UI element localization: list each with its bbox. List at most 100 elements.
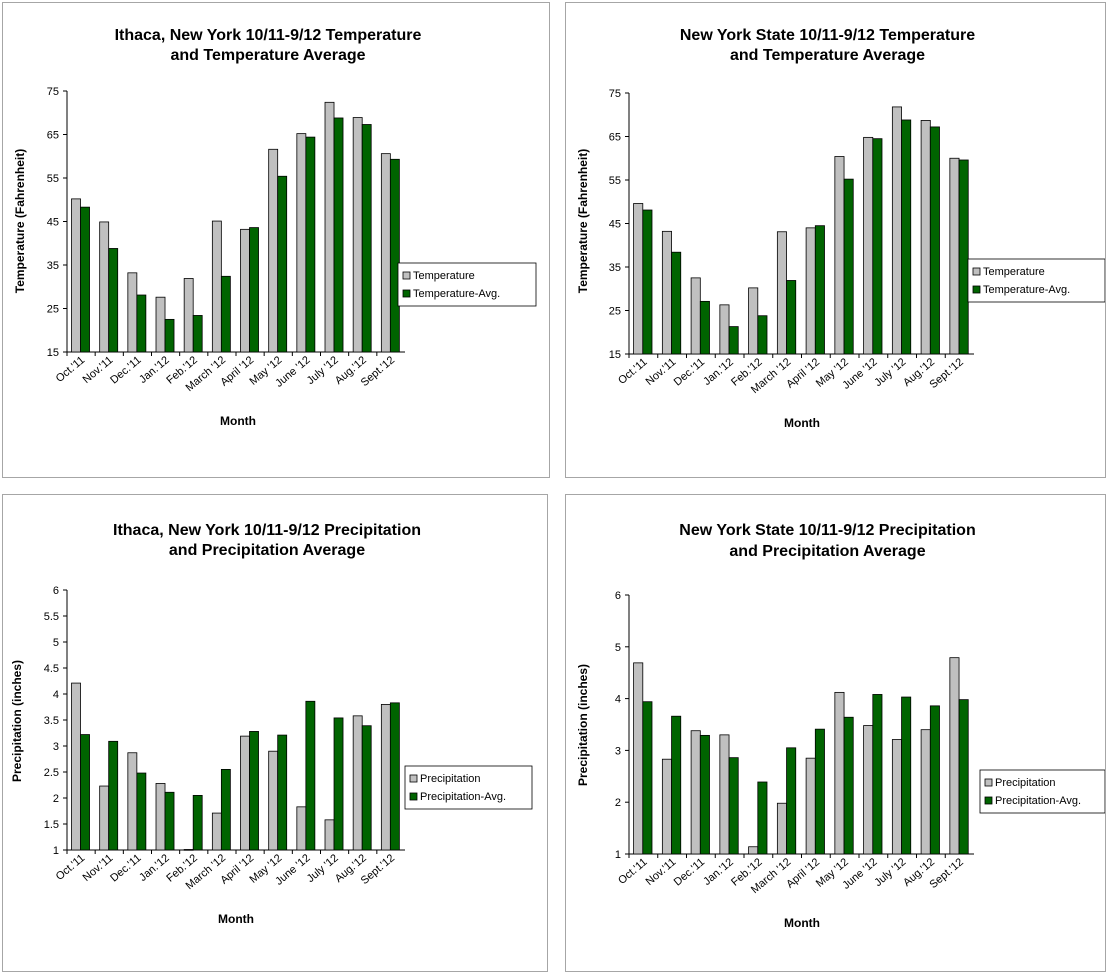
- bar-value: [268, 148, 279, 353]
- bar-value: [324, 819, 335, 851]
- y-tick-label: 65: [47, 130, 59, 142]
- legend: Temperature Temperature-Avg.: [397, 262, 537, 307]
- bar-average: [164, 318, 175, 353]
- legend-label: Precipitation-Avg.: [995, 795, 1081, 807]
- bar-value: [240, 735, 250, 851]
- bar-value: [719, 734, 730, 855]
- bar-average: [728, 326, 739, 355]
- bar-average: [671, 715, 682, 855]
- bar-average: [901, 696, 912, 855]
- legend-swatch: [402, 289, 411, 298]
- chart-title-line-2: and Temperature Average: [170, 47, 365, 64]
- bar-average: [220, 275, 231, 353]
- bar-average: [872, 694, 883, 855]
- bar-average: [929, 126, 940, 355]
- bar-average: [277, 175, 288, 353]
- legend-label: Temperature-Avg.: [983, 284, 1070, 296]
- bar-average: [929, 705, 940, 855]
- x-axis-label: Month: [218, 912, 254, 926]
- nys-temperature-chart: New York State 10/11-9/12 Temperature and…: [565, 2, 1106, 478]
- y-tick-label: 2: [615, 797, 621, 809]
- bar-average: [361, 124, 372, 353]
- chart-title-line-2: and Precipitation Average: [729, 543, 925, 560]
- bar-average: [108, 248, 119, 353]
- x-axis-label: Month: [784, 916, 820, 930]
- bar-value: [352, 117, 363, 353]
- legend-swatch: [409, 792, 418, 801]
- ithaca-precipitation-chart: Ithaca, New York 10/11-9/12 Precipitatio…: [2, 494, 548, 972]
- x-tick-label: Dec.'11: [108, 354, 143, 386]
- chart-svg: New York State 10/11-9/12 Precipitation a…: [576, 522, 1105, 930]
- bar-average: [220, 768, 231, 851]
- legend-label: Temperature: [413, 270, 475, 282]
- y-tick-label: 1: [53, 845, 59, 857]
- bar-value: [690, 730, 701, 855]
- bar-value: [183, 849, 194, 851]
- bar-average: [786, 747, 797, 855]
- bar-average: [786, 280, 797, 355]
- bar-value: [268, 750, 279, 851]
- bar-average: [333, 117, 344, 353]
- y-tick-label: 5.5: [44, 611, 59, 623]
- chart-title-line-1: Ithaca, New York 10/11-9/12 Precipitatio…: [113, 522, 421, 539]
- x-tick-label: Oct.'11: [616, 356, 650, 387]
- bar-value: [920, 729, 931, 855]
- y-tick-label: 15: [609, 349, 621, 361]
- chart-title-line-1: Ithaca, New York 10/11-9/12 Temperature: [115, 27, 422, 44]
- chart-svg: Ithaca, New York 10/11-9/12 Temperature a…: [13, 27, 537, 428]
- bar-value: [127, 272, 138, 353]
- bar-value: [834, 156, 845, 355]
- y-tick-label: 5: [53, 637, 59, 649]
- bar-value: [805, 757, 816, 855]
- legend-box: [404, 765, 533, 810]
- x-tick-label: July '12: [872, 856, 908, 889]
- legend-label: Precipitation: [995, 777, 1056, 789]
- x-axis-label: Month: [784, 416, 820, 430]
- bar-average: [249, 227, 259, 353]
- bar-value: [776, 802, 787, 855]
- bar-value: [949, 657, 960, 855]
- bar-average: [389, 702, 400, 851]
- y-tick-label: 35: [609, 262, 621, 274]
- y-tick-label: 4: [53, 689, 59, 701]
- bar-value: [183, 278, 194, 353]
- bar-value: [155, 783, 166, 851]
- bar-value: [891, 739, 902, 855]
- y-tick-label: 1.5: [44, 819, 59, 831]
- legend: Precipitation Precipitation-Avg.: [979, 769, 1105, 814]
- legend-box: [397, 262, 537, 307]
- bar-value: [949, 157, 960, 355]
- bar-value: [748, 846, 759, 855]
- x-tick-label: Oct.'11: [616, 856, 650, 887]
- x-tick-label: Dec.'11: [672, 856, 707, 888]
- bar-average: [757, 315, 768, 355]
- bar-average: [958, 699, 969, 855]
- y-tick-label: 3.5: [44, 715, 59, 727]
- bar-average: [108, 740, 119, 851]
- bar-value: [719, 304, 730, 355]
- bar-value: [71, 682, 81, 851]
- y-tick-label: 4.5: [44, 663, 59, 675]
- bar-average: [305, 700, 316, 851]
- legend-swatch: [972, 285, 981, 294]
- y-tick-label: 55: [47, 173, 59, 185]
- bar-average: [80, 734, 90, 851]
- y-tick-label: 45: [609, 219, 621, 231]
- legend-label: Precipitation-Avg.: [420, 791, 506, 803]
- chart-svg: Ithaca, New York 10/11-9/12 Precipitatio…: [10, 522, 533, 926]
- legend-swatch: [402, 271, 411, 280]
- bar-value: [891, 106, 902, 355]
- bar-average: [642, 701, 653, 855]
- bar-average: [80, 206, 90, 353]
- bar-average: [305, 136, 316, 353]
- legend-swatch: [984, 778, 993, 787]
- y-tick-label: 6: [53, 585, 59, 597]
- x-tick-label: Jan.'12: [701, 856, 736, 888]
- bar-value: [380, 703, 391, 851]
- bar-average: [361, 725, 372, 851]
- bar-value: [99, 785, 110, 851]
- y-axis-label: Precipitation (inches): [576, 664, 590, 786]
- y-tick-label: 45: [47, 217, 59, 229]
- bar-value: [776, 231, 787, 355]
- bar-average: [642, 209, 653, 355]
